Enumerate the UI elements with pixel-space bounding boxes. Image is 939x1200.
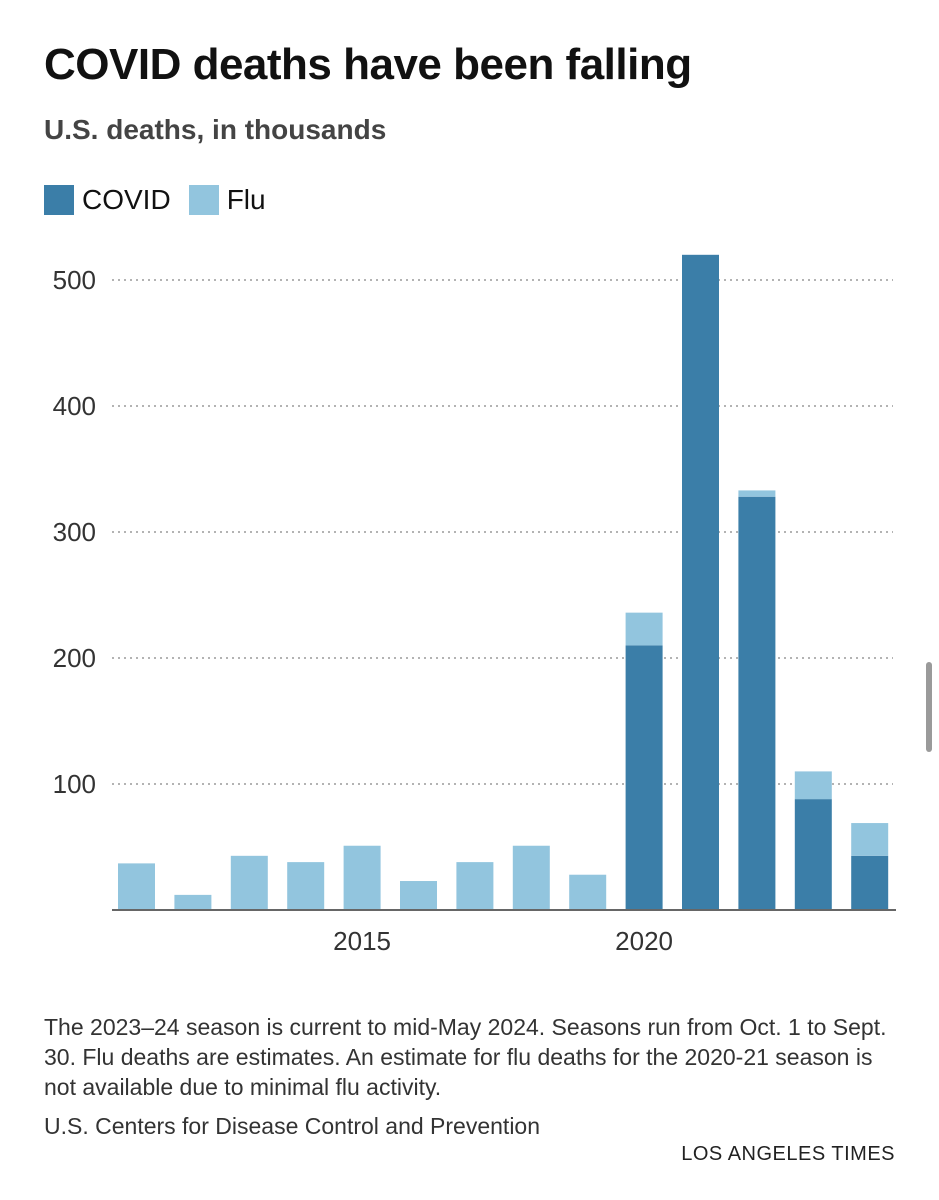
y-tick-label-300: 300: [53, 517, 96, 547]
legend-label-flu: Flu: [226, 184, 266, 215]
bar-flu-2015-16: [400, 881, 437, 910]
legend-item-flu: Flu: [188, 184, 266, 216]
bar-covid-2020-21: [682, 254, 719, 911]
bar-flu-2017-18: [512, 845, 550, 910]
bar-flu-2022-23: [794, 771, 832, 800]
legend-swatch-covid: [44, 185, 74, 215]
legend: COVID Flu: [44, 184, 284, 216]
publisher-credit: LOS ANGELES TIMES: [681, 1143, 895, 1165]
scrollbar-thumb[interactable]: [926, 662, 932, 752]
chart-title: COVID deaths have been falling: [44, 40, 692, 89]
bar-flu-2010-11: [118, 863, 155, 910]
bar-flu-2014-15: [343, 845, 381, 910]
bar-flu-2013-14: [287, 862, 325, 910]
y-tick-label-400: 400: [53, 391, 96, 421]
y-tick-label-200: 200: [53, 643, 96, 673]
bar-covid-2023-24: [851, 855, 889, 910]
bar-flu-2023-24: [851, 823, 889, 856]
chart-note: The 2023–24 season is current to mid-May…: [44, 1014, 887, 1100]
legend-label-covid: COVID: [82, 184, 171, 215]
x-tick-label-2015: 2015: [333, 926, 391, 956]
legend-swatch-flu: [188, 185, 219, 215]
bar-flu-2012-13: [230, 855, 268, 910]
bar-flu-2018-19: [569, 874, 607, 910]
bar-flu-2011-12: [174, 894, 212, 910]
bar-chart: 100 200 300 400 500 2015 2020: [53, 254, 896, 956]
y-tick-label-500: 500: [53, 265, 96, 295]
chart-source: U.S. Centers for Disease Control and Pre…: [44, 1113, 541, 1139]
bar-covid-2019-20: [625, 645, 663, 910]
y-tick-label-100: 100: [53, 769, 96, 799]
bar-flu-2016-17: [456, 862, 494, 910]
bar-flu-2019-20: [625, 612, 663, 646]
legend-item-covid: COVID: [44, 184, 171, 216]
bar-covid-2022-23: [794, 799, 832, 910]
chart-subtitle: U.S. deaths, in thousands: [44, 114, 387, 145]
bar-covid-2021-22: [738, 496, 776, 910]
bar-flu-2021-22: [738, 490, 776, 497]
x-tick-label-2020: 2020: [615, 926, 673, 956]
